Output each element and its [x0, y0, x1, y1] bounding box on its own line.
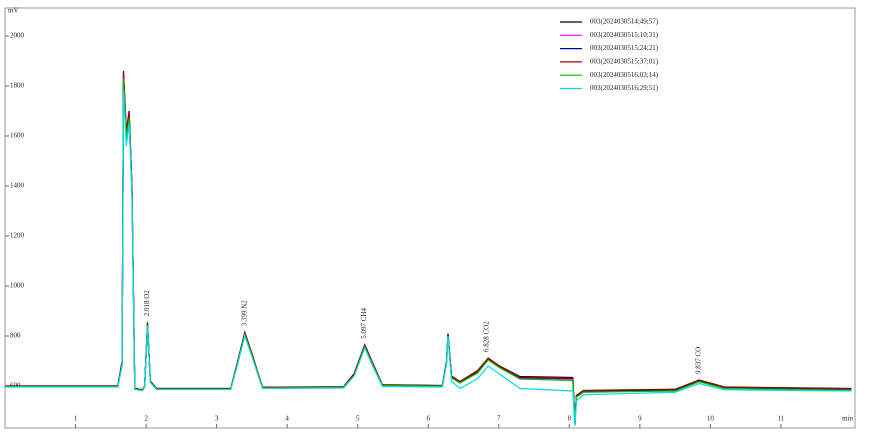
y-tick-label: 1400: [10, 182, 25, 190]
x-tick-label: 10: [707, 415, 715, 423]
series-line: [5, 73, 852, 425]
series-line: [5, 72, 852, 424]
x-tick-label: 9: [638, 415, 642, 423]
x-tick-label: 5: [356, 415, 360, 423]
peak-label: 5.097 CH4: [360, 308, 368, 339]
y-tick-label: 1000: [10, 282, 25, 290]
x-tick-label: 11: [778, 415, 785, 423]
x-tick-label: 1: [74, 415, 78, 423]
legend-label: 003(2024030515;10;31): [590, 31, 659, 39]
x-tick-label: 2: [144, 415, 148, 423]
y-tick-label: 2000: [10, 32, 25, 40]
x-tick-label: 6: [426, 415, 430, 423]
plot-frame: [4, 7, 856, 429]
peak-label: 2.018 O2: [143, 290, 151, 317]
y-tick-label: 1200: [10, 232, 25, 240]
x-tick-label: 8: [568, 415, 572, 423]
series-line: [5, 90, 852, 427]
peak-label: 6.828 CO2: [482, 321, 490, 352]
peak-label: 9.837 CO: [695, 347, 703, 374]
series-line: [5, 75, 852, 424]
legend-label: 003(2024030515;37;01): [590, 58, 659, 66]
legend-label: 003(2024030514;49;57): [590, 18, 659, 26]
x-axis-label: min: [842, 415, 853, 423]
y-tick-label: 1800: [10, 82, 25, 90]
peak-label: 3.399 N2: [240, 300, 248, 327]
series-line: [5, 78, 852, 425]
x-tick-label: 3: [215, 415, 219, 423]
legend-label: 003(2024030516;03;14): [590, 71, 659, 79]
legend-label: 003(2024030516;29;51): [590, 84, 659, 92]
legend-label: 003(2024030515;24;21): [590, 44, 659, 52]
y-tick-label: 1600: [10, 132, 25, 140]
x-tick-label: 4: [285, 415, 289, 423]
series-line: [5, 70, 852, 424]
y-tick-label: 800: [10, 332, 21, 340]
x-tick-label: 7: [497, 415, 501, 423]
y-axis-label: mV: [8, 7, 19, 15]
